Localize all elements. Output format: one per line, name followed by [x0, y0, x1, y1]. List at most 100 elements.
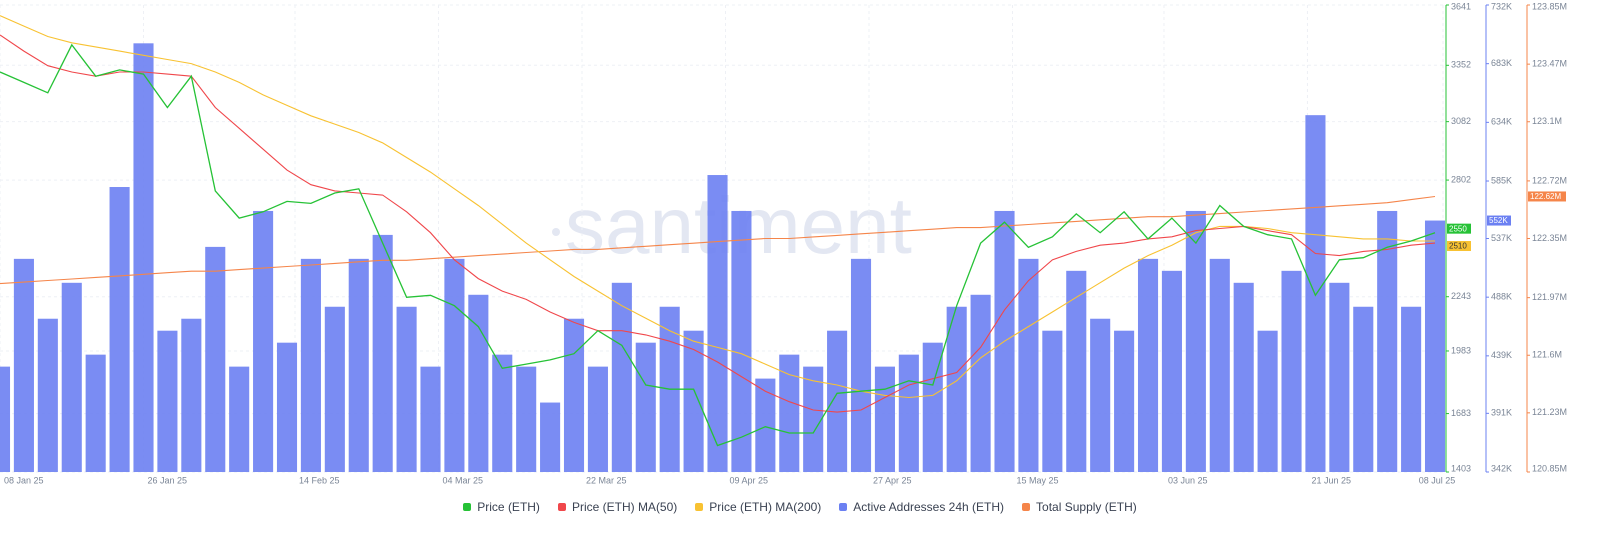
bar: [516, 366, 537, 472]
bar: [1353, 306, 1374, 472]
bar: [970, 294, 991, 472]
bar: [683, 330, 704, 472]
y-tick-label: 2802: [1451, 174, 1471, 184]
legend: Price (ETH) Price (ETH) MA(50) Price (ETH)…: [0, 500, 1600, 514]
x-tick-label: 14 Feb 25: [299, 475, 340, 485]
y-tick-label: 3352: [1451, 60, 1471, 70]
bar: [922, 342, 943, 472]
y-tick-label: 1983: [1451, 345, 1471, 355]
bar: [420, 366, 441, 472]
bar: [1161, 270, 1182, 472]
x-tick-label: 22 Mar 25: [586, 475, 627, 485]
y-tick-label: 585K: [1491, 175, 1512, 185]
bar: [827, 330, 848, 472]
bar: [1114, 330, 1135, 472]
bar: [229, 366, 250, 472]
legend-item[interactable]: Price (ETH) MA(50): [557, 500, 678, 514]
y-tick-label: 1683: [1451, 408, 1471, 418]
legend-item[interactable]: Active Addresses 24h (ETH): [839, 500, 1004, 514]
series-line: [0, 195, 1436, 285]
y-tick-label: 1403: [1451, 463, 1471, 473]
y-tick-label: 3082: [1451, 116, 1471, 126]
badge-bg: [1447, 241, 1471, 252]
y-tick-label: 342K: [1491, 463, 1512, 473]
x-tick-label: 26 Jan 25: [148, 475, 188, 485]
legend-swatch: [695, 503, 704, 511]
series-line: [0, 15, 1435, 399]
bar: [1281, 270, 1302, 472]
bar: [1377, 210, 1398, 472]
y-tick-label: 683K: [1491, 58, 1512, 68]
x-tick-label: 04 Mar 25: [442, 475, 483, 485]
value-badge: 552K: [1487, 215, 1511, 226]
bar: [85, 354, 106, 472]
bar: [157, 330, 178, 472]
legend-swatch: [463, 503, 472, 511]
bar: [1401, 306, 1422, 472]
bar: [109, 187, 130, 472]
bar: [874, 366, 895, 472]
y-tick-label: 121.6M: [1532, 350, 1562, 360]
legend-swatch: [557, 503, 566, 511]
bar: [396, 306, 417, 472]
value-badge: 2510: [1447, 241, 1471, 252]
bar: [635, 342, 656, 472]
x-tick-label: 15 May 25: [1016, 475, 1058, 485]
bar: [133, 43, 154, 473]
bar: [755, 378, 776, 472]
bar: [1329, 282, 1350, 472]
bar: [611, 282, 632, 472]
bar: [946, 306, 967, 472]
bar: [444, 258, 465, 472]
legend-item[interactable]: Price (ETH): [463, 500, 540, 514]
bar: [0, 366, 11, 472]
y-tick-label: 732K: [1491, 1, 1512, 11]
bar: [372, 234, 393, 472]
bar: [181, 318, 202, 472]
badge-bg: [1487, 215, 1511, 226]
badge-label: 122.62M: [1530, 192, 1561, 201]
y-tick-label: 121.97M: [1532, 292, 1567, 302]
bar: [324, 306, 345, 472]
bar: [850, 258, 872, 472]
bar: [468, 294, 489, 472]
badge-label: 2550: [1449, 224, 1467, 233]
watermark-dot: [552, 228, 560, 236]
bar: [1185, 210, 1206, 472]
badge-label: 552K: [1489, 216, 1508, 225]
bar: [1424, 220, 1446, 472]
series-line: [0, 43, 1436, 447]
legend-swatch: [839, 503, 848, 511]
legend-item[interactable]: Total Supply (ETH): [1022, 500, 1137, 514]
value-badge: 122.62M: [1528, 191, 1566, 202]
bar: [13, 258, 34, 472]
y-tick-label: 122.72M: [1532, 175, 1567, 185]
bar: [587, 366, 608, 472]
x-tick-label: 08 Jul 25: [1419, 475, 1456, 485]
y-tick-label: 123.47M: [1532, 59, 1567, 69]
bar: [1090, 318, 1111, 472]
bar: [540, 402, 561, 472]
y-tick-label: 123.1M: [1532, 116, 1562, 126]
y-tick-label: 120.85M: [1532, 463, 1567, 473]
bar: [779, 354, 800, 472]
bar: [492, 354, 513, 472]
bar: [731, 210, 752, 472]
legend-label: Total Supply (ETH): [1036, 500, 1137, 514]
x-tick-label: 08 Jan 25: [4, 475, 44, 485]
bar: [276, 342, 298, 472]
y-tick-label: 537K: [1491, 233, 1512, 243]
badge-bg: [1528, 191, 1566, 202]
legend-label: Price (ETH) MA(50): [571, 500, 678, 514]
y-tick-label: 2243: [1451, 291, 1471, 301]
value-badge: 2550: [1447, 223, 1471, 234]
bar: [707, 175, 728, 473]
badge-label: 2510: [1449, 242, 1467, 251]
legend-item[interactable]: Price (ETH) MA(200): [695, 500, 821, 514]
y-tick-label: 391K: [1491, 408, 1512, 418]
legend-label: Price (ETH) MA(200): [709, 500, 822, 514]
series-line: [0, 34, 1436, 413]
bar: [1066, 270, 1087, 472]
